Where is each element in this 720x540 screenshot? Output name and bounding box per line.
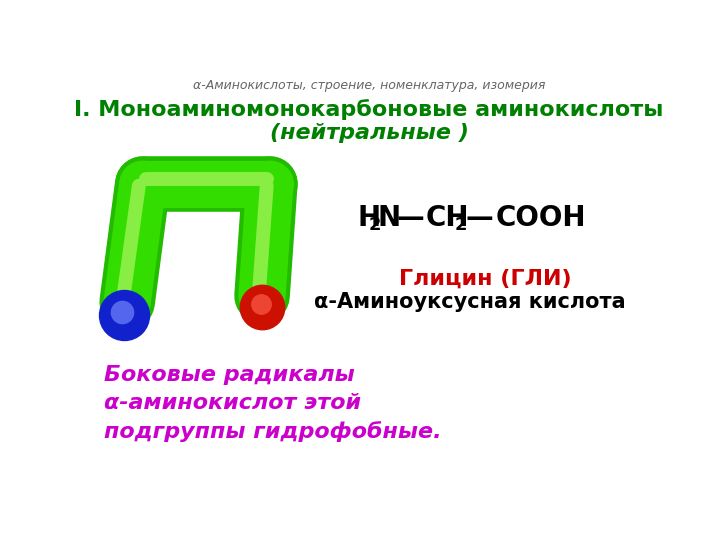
Text: Глицин (ГЛИ): Глицин (ГЛИ) <box>399 269 572 289</box>
Text: I. Моноаминомонокарбоновые аминокислоты: I. Моноаминомонокарбоновые аминокислоты <box>74 99 664 120</box>
Text: —: — <box>465 205 493 233</box>
Text: N: N <box>377 205 400 233</box>
Text: CH: CH <box>426 205 469 233</box>
Text: —: — <box>396 205 424 233</box>
Text: α-аминокислот этой: α-аминокислот этой <box>104 393 361 413</box>
Text: 2: 2 <box>369 217 382 234</box>
Text: Боковые радикалы: Боковые радикалы <box>104 365 355 385</box>
Text: COOH: COOH <box>495 205 586 233</box>
Text: α-Аминокислоты, строение, номенклатура, изомерия: α-Аминокислоты, строение, номенклатура, … <box>193 79 545 92</box>
Text: 2: 2 <box>455 217 467 234</box>
Text: α-Аминоуксусная кислота: α-Аминоуксусная кислота <box>314 292 626 312</box>
Text: (нейтральные ): (нейтральные ) <box>269 123 469 143</box>
Text: подгруппы гидрофобные.: подгруппы гидрофобные. <box>104 421 441 442</box>
Text: H: H <box>357 205 380 233</box>
